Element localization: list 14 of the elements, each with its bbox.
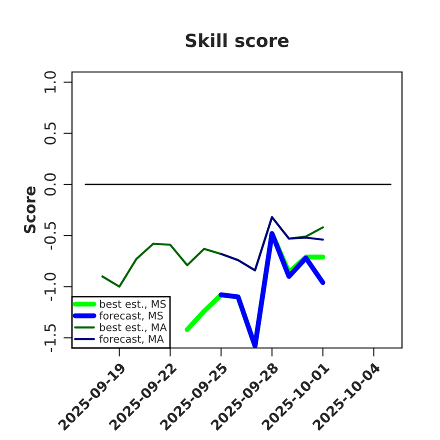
legend-label: best est., MS <box>100 300 166 309</box>
y-tick-label: -1.5 <box>44 324 56 352</box>
legend-label: best est., MA <box>100 323 167 332</box>
y-tick-label: -1.0 <box>44 272 56 301</box>
y-tick-label: 1.0 <box>44 71 56 93</box>
line-series <box>218 231 326 348</box>
chart-title: Skill score <box>186 33 289 48</box>
legend-label: forecast, MS <box>99 312 163 321</box>
y-tick-label: 0.0 <box>44 173 56 196</box>
y-tick-label: 0.5 <box>44 122 56 144</box>
y-axis-title: Score <box>24 186 36 234</box>
line-series <box>220 216 324 272</box>
y-tick-label: -0.5 <box>44 222 56 250</box>
legend-label: forecast, MA <box>99 334 164 344</box>
